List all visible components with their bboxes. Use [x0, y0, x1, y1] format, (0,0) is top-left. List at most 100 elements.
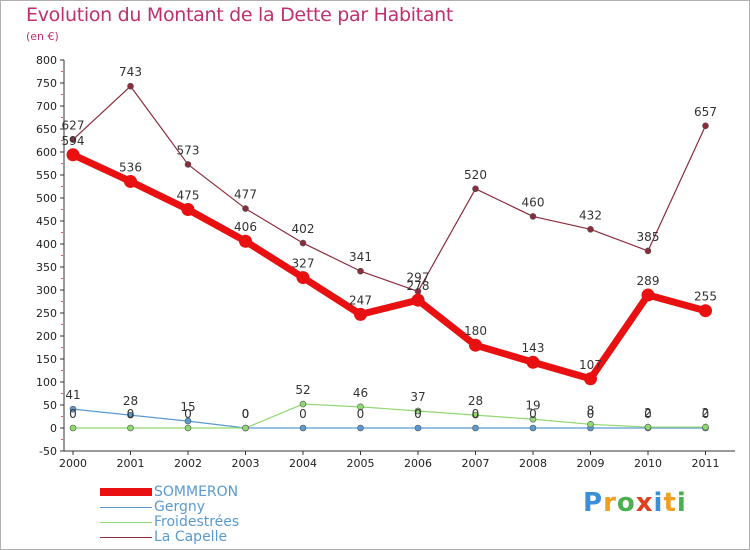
- data-point-la-capelle: [69, 136, 77, 143]
- data-label-la-capelle: 432: [579, 208, 602, 222]
- data-label-la-capelle: 460: [522, 195, 545, 209]
- logo-letter: r: [603, 488, 617, 518]
- legend-item-sommeron: SOMMERON: [100, 484, 360, 500]
- x-tick-label: 2008: [519, 457, 547, 470]
- legend-label-gergny: Gergny: [154, 499, 206, 515]
- data-point-la-capelle: [529, 213, 537, 220]
- y-tick-label: 150: [36, 353, 57, 366]
- data-label-sommeron: 594: [62, 134, 85, 148]
- x-tick-label: 2010: [634, 457, 662, 470]
- data-point-sommeron: [296, 271, 310, 285]
- data-label-gergny: 0: [529, 407, 537, 421]
- y-tick-label: 550: [36, 169, 57, 182]
- data-point-sommeron: [699, 304, 712, 318]
- data-point-froidestrees: [644, 423, 652, 431]
- legend-item-froidestrees: Froidestrées: [100, 514, 360, 530]
- data-point-la-capelle: [587, 225, 594, 233]
- data-label-gergny: 41: [65, 388, 80, 402]
- data-label-gergny: 0: [242, 407, 250, 421]
- chart-subtitle: (en €): [26, 30, 59, 43]
- data-label-la-capelle: 743: [119, 65, 142, 79]
- legend-label-la-capelle: La Capelle: [154, 529, 228, 545]
- y-tick-label: 250: [36, 307, 57, 320]
- y-tick-label: 350: [36, 261, 57, 274]
- y-tick-label: 300: [36, 284, 57, 297]
- data-label-froidestrees: 52: [295, 383, 310, 397]
- data-label-sommeron: 536: [119, 160, 142, 174]
- series-line-sommeron: [71, 151, 707, 383]
- data-point-sommeron: [641, 288, 655, 302]
- data-point-gergny: [357, 424, 364, 432]
- data-point-la-capelle: [299, 239, 307, 247]
- data-point-la-capelle: [357, 267, 364, 275]
- data-label-gergny: 0: [299, 407, 307, 421]
- data-label-la-capelle: 477: [234, 188, 257, 202]
- data-point-la-capelle: [644, 247, 652, 255]
- data-label-froidestrees: 19: [525, 398, 540, 412]
- data-label-sommeron: 278: [407, 279, 430, 293]
- data-point-froidestrees: [472, 411, 479, 419]
- y-tick-label: 100: [36, 376, 57, 389]
- y-tick-label: 450: [36, 215, 57, 228]
- legend-item-gergny: Gergny: [100, 499, 360, 515]
- data-point-la-capelle: [184, 161, 192, 168]
- data-label-gergny: 0: [587, 407, 595, 421]
- logo-letter: P: [583, 488, 604, 518]
- y-tick-label: 400: [36, 238, 57, 251]
- data-point-la-capelle: [472, 185, 479, 193]
- y-tick-label: -50: [39, 445, 57, 458]
- data-point-sommeron: [469, 338, 482, 352]
- data-label-sommeron: 143: [522, 341, 545, 355]
- data-point-froidestrees: [184, 424, 192, 432]
- data-label-gergny: 0: [472, 407, 480, 421]
- data-point-froidestrees: [69, 424, 77, 432]
- data-label-sommeron: 247: [349, 293, 372, 307]
- data-point-froidestrees: [414, 407, 422, 415]
- data-point-gergny: [299, 424, 307, 432]
- data-label-sommeron: 107: [579, 358, 602, 372]
- data-label-la-capelle: 297: [407, 270, 430, 284]
- data-point-sommeron: [354, 307, 367, 321]
- data-label-froidestrees: 28: [468, 394, 483, 408]
- data-point-froidestrees: [127, 424, 134, 432]
- legend-swatch-la-capelle: [100, 537, 152, 538]
- data-label-froidestrees: 0: [69, 407, 77, 421]
- x-tick-label: 2002: [174, 457, 202, 470]
- data-point-sommeron: [181, 203, 195, 216]
- x-tick-label: 2005: [347, 457, 375, 470]
- legend-swatch-froidestrees: [100, 522, 152, 523]
- data-label-gergny: 0: [702, 407, 710, 421]
- data-point-froidestrees: [529, 415, 537, 423]
- y-tick-label: 500: [36, 192, 57, 205]
- x-tick-label: 2007: [462, 457, 490, 470]
- data-label-la-capelle: 402: [292, 222, 315, 236]
- x-tick-label: 2011: [692, 457, 720, 470]
- data-label-gergny: 0: [644, 407, 652, 421]
- y-tick-label: 800: [36, 54, 57, 67]
- data-label-froidestrees: 2: [644, 406, 652, 420]
- data-label-froidestrees: 2: [702, 406, 710, 420]
- logo-letter: o: [616, 488, 636, 518]
- x-tick-label: 2009: [577, 457, 605, 470]
- data-point-gergny: [414, 424, 422, 432]
- series-line-la-capelle: [72, 85, 707, 292]
- data-point-gergny: [127, 411, 134, 419]
- data-point-froidestrees: [702, 423, 709, 431]
- data-point-sommeron: [526, 355, 540, 369]
- series-line-froidestrees: [73, 403, 706, 429]
- y-tick-label: 600: [36, 146, 57, 159]
- logo-letter: x: [635, 488, 654, 518]
- y-tick-label: 50: [43, 399, 57, 412]
- data-label-froidestrees: 0: [242, 407, 250, 421]
- data-point-gergny: [69, 405, 77, 413]
- y-tick-label: 200: [36, 330, 57, 343]
- data-point-sommeron: [239, 234, 252, 248]
- x-tick-label: 2003: [232, 457, 260, 470]
- legend-swatch-gergny: [100, 507, 152, 508]
- data-label-gergny: 15: [180, 400, 195, 414]
- legend-label-froidestrees: Froidestrées: [154, 514, 240, 530]
- data-point-gergny: [472, 424, 479, 432]
- logo-letter: t: [663, 488, 677, 518]
- data-point-sommeron: [411, 293, 425, 307]
